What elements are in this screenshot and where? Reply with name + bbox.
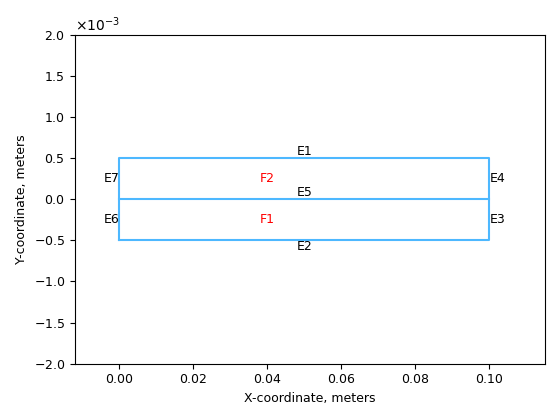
- Text: E3: E3: [489, 213, 505, 226]
- Text: E7: E7: [104, 172, 119, 185]
- Text: E1: E1: [296, 145, 312, 158]
- Text: F2: F2: [260, 172, 275, 185]
- Text: E4: E4: [489, 172, 505, 185]
- Text: E6: E6: [104, 213, 119, 226]
- Y-axis label: Y-coordinate, meters: Y-coordinate, meters: [15, 134, 28, 264]
- Text: F1: F1: [260, 213, 275, 226]
- Text: E5: E5: [296, 186, 312, 199]
- X-axis label: X-coordinate, meters: X-coordinate, meters: [244, 392, 376, 405]
- Text: E2: E2: [296, 240, 312, 253]
